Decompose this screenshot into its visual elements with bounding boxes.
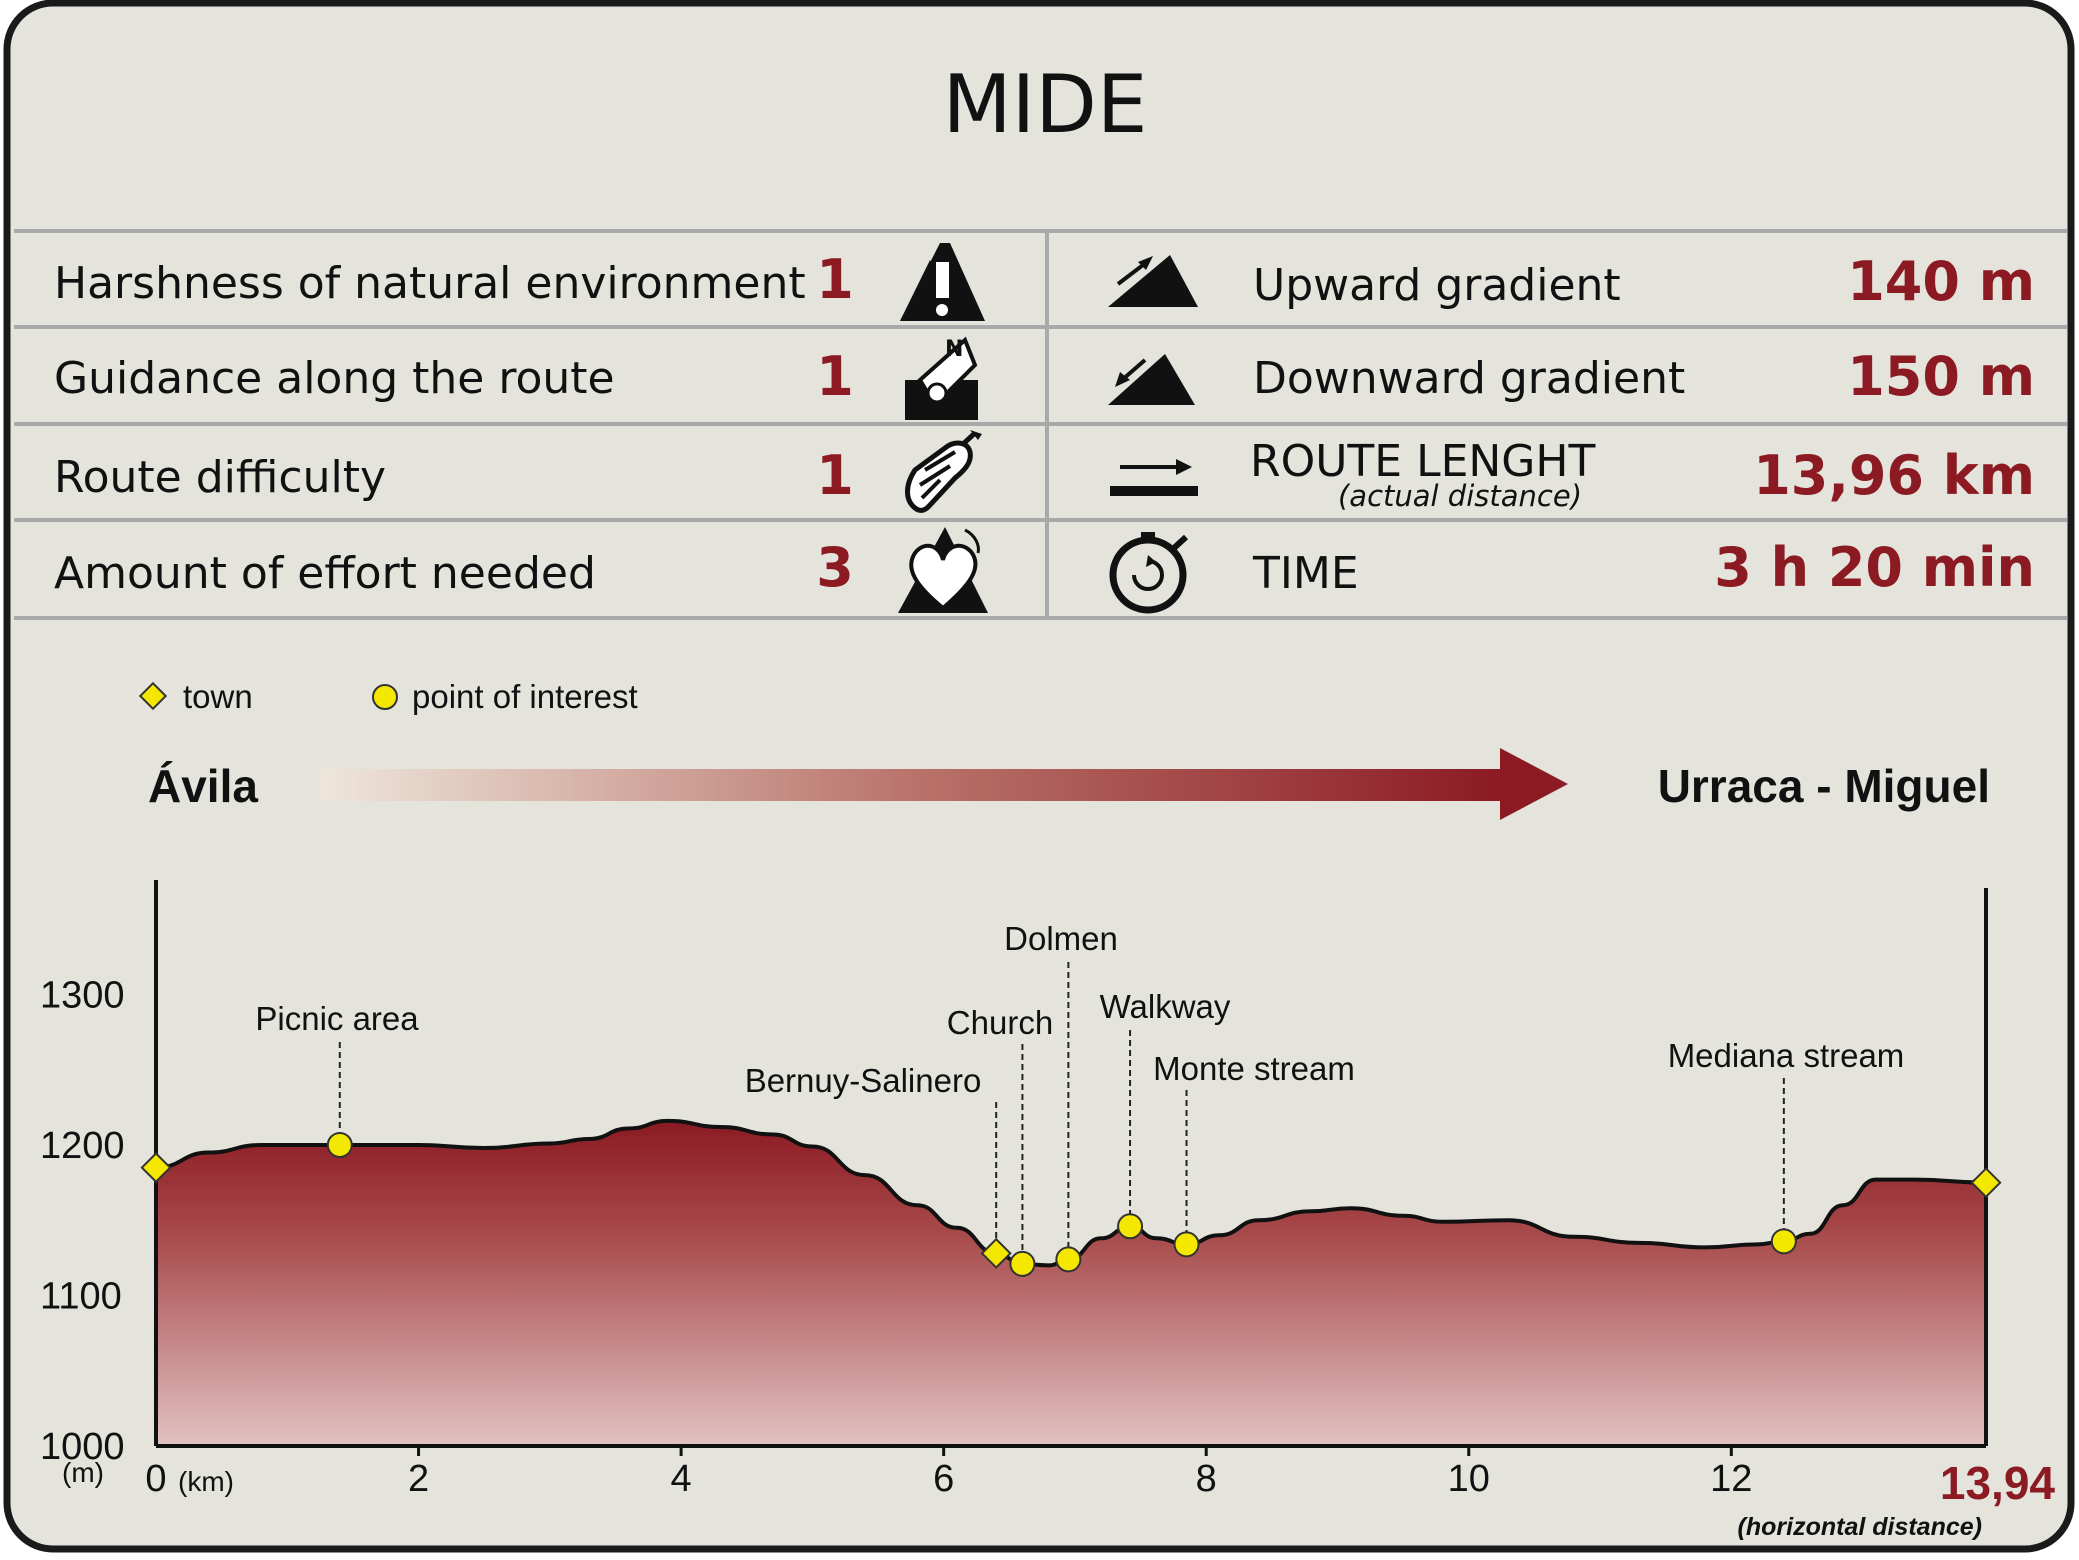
point-label: Mediana stream — [1668, 1037, 1905, 1074]
town-marker — [980, 1237, 1012, 1269]
y-tick-label: 1000 — [40, 1426, 125, 1468]
chart-point-labels: Picnic area Bernuy-Salinero Church Dolmen Wa… — [255, 920, 1904, 1099]
mide-left-column: Harshness of natural environment 1 Guida… — [54, 243, 988, 613]
point-label: Church — [947, 1004, 1053, 1041]
mide-label-difficulty: Route difficulty — [54, 452, 386, 503]
point-label: Walkway — [1100, 988, 1231, 1025]
mide-value-length: 13,96 km — [1753, 444, 2035, 507]
mide-value-difficulty: 1 — [816, 444, 854, 507]
mide-label-upward: Upward gradient — [1253, 260, 1621, 311]
y-tick-label: 1300 — [40, 975, 125, 1017]
end-distance-note: (horizontal distance) — [1738, 1513, 1982, 1541]
y-axis-unit: (m) — [62, 1457, 104, 1488]
mide-label-downward: Downward gradient — [1253, 353, 1685, 404]
x-tick-label: 0 — [145, 1458, 166, 1500]
legend-town-label: town — [183, 678, 253, 715]
elevation-area — [156, 1120, 1986, 1446]
warning-mountain-icon — [900, 243, 985, 321]
x-tick-label: 8 — [1196, 1458, 1217, 1500]
y-tick-label: 1100 — [40, 1276, 122, 1318]
mide-label-length: ROUTE LENGHT — [1250, 436, 1595, 487]
boot-footprint-icon — [905, 430, 982, 513]
poi-marker — [1117, 1213, 1144, 1240]
mide-value-upward: 140 m — [1847, 250, 2035, 313]
mide-label-harshness: Harshness of natural environment — [54, 258, 806, 309]
x-tick-label: 6 — [933, 1458, 954, 1500]
compass-signpost-icon: N — [905, 336, 978, 420]
chart-legend: town point of interest — [138, 678, 638, 715]
elevation-line — [155, 1118, 1987, 1268]
poi-marker — [1009, 1250, 1036, 1277]
point-label: Monte stream — [1153, 1050, 1355, 1087]
x-tick-label: 4 — [671, 1458, 692, 1500]
end-distance-label: 13,94 — [1940, 1457, 2056, 1509]
x-tick-label: 10 — [1448, 1458, 1490, 1500]
page-title: MIDE — [943, 58, 1148, 151]
upward-gradient-icon — [1108, 255, 1198, 307]
mide-label-guidance: Guidance along the route — [54, 353, 615, 404]
chart-ticks: 0 2 4 6 8 10 12 1300 1200 1100 1000 — [40, 975, 1752, 1501]
mide-right-column: Upward gradient 140 m Downward gradient … — [1108, 250, 2035, 614]
poi-marker — [326, 1132, 353, 1158]
poi-marker — [1770, 1228, 1797, 1255]
mide-label-effort: Amount of effort needed — [54, 548, 596, 599]
legend-poi-label: point of interest — [412, 678, 638, 715]
chart-leader-lines — [338, 962, 1785, 1252]
route-end-label: Urraca - Miguel — [1658, 760, 1990, 812]
route-direction-arrow-head — [1500, 748, 1568, 820]
stopwatch-icon — [1109, 532, 1189, 614]
route-start-label: Ávila — [148, 760, 258, 812]
x-tick-label: 2 — [408, 1458, 429, 1500]
mide-value-time: 3 h 20 min — [1714, 536, 2035, 599]
route-direction: Ávila Urraca - Miguel — [148, 748, 1990, 820]
chart-markers — [140, 1132, 2002, 1277]
poi-marker — [1055, 1246, 1082, 1273]
x-tick-label: 12 — [1710, 1458, 1752, 1500]
heart-mountain-icon — [898, 527, 988, 613]
point-label: Dolmen — [1004, 920, 1118, 957]
point-label: Bernuy-Salinero — [745, 1062, 982, 1099]
mide-label-time: TIME — [1252, 548, 1359, 599]
svg-text:N: N — [945, 337, 963, 362]
town-marker — [140, 1152, 172, 1184]
elevation-profile-chart: 0 2 4 6 8 10 12 1300 1200 1100 1000 Picnic area Ber… — [40, 880, 2055, 1541]
mide-value-downward: 150 m — [1847, 345, 2035, 408]
mide-value-effort: 3 — [816, 536, 854, 599]
mide-value-harshness: 1 — [816, 248, 854, 311]
town-marker — [1970, 1167, 2002, 1199]
mide-table-grid — [14, 229, 2067, 620]
point-label: Picnic area — [255, 1000, 419, 1037]
y-tick-label: 1200 — [40, 1125, 125, 1167]
mide-sublabel-length: (actual distance) — [1338, 479, 1582, 513]
x-axis-unit: (km) — [178, 1466, 234, 1497]
route-direction-arrow-shaft — [320, 769, 1505, 801]
legend-poi-marker — [372, 684, 398, 710]
mide-value-guidance: 1 — [816, 345, 854, 408]
route-length-arrow-icon — [1110, 459, 1198, 496]
poi-marker — [1173, 1231, 1200, 1258]
downward-gradient-icon — [1108, 354, 1195, 405]
legend-town-marker — [138, 681, 168, 711]
